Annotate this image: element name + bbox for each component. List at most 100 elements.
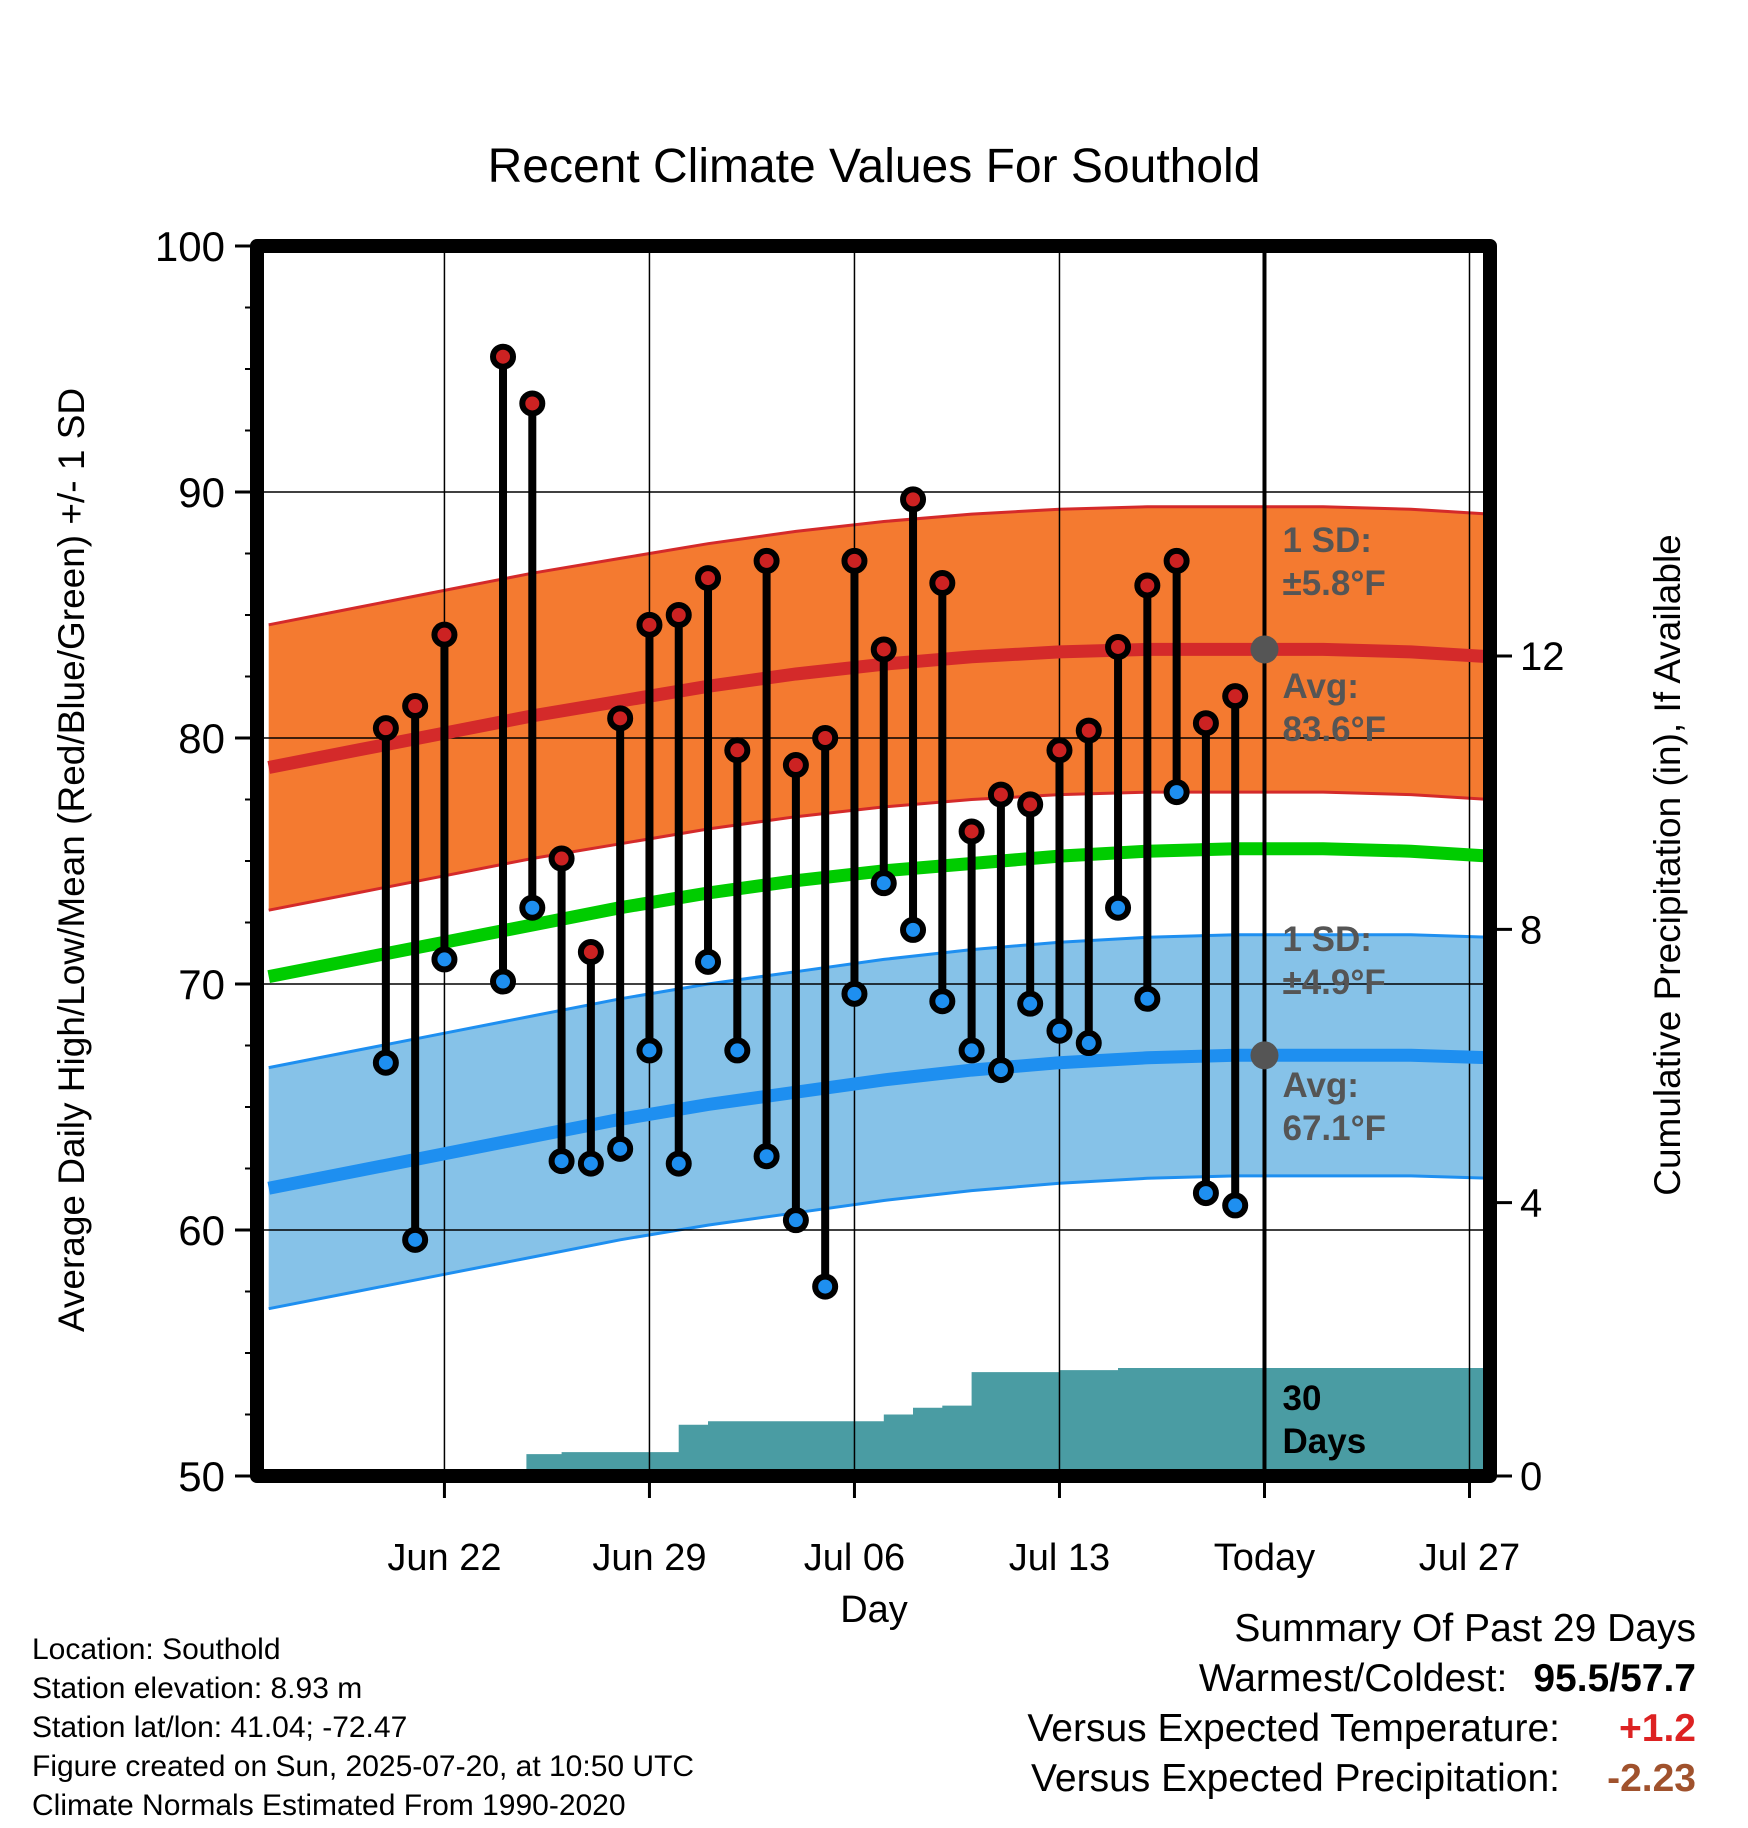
daily-high-point xyxy=(431,621,458,648)
y-tick-label: 60 xyxy=(178,1207,225,1254)
station-info: Location: Southold Station elevation: 8.… xyxy=(32,1630,694,1825)
daily-high-point xyxy=(958,818,985,845)
info-latlon: Station lat/lon: 41.04; -72.47 xyxy=(32,1711,408,1744)
y2-tick-label: 8 xyxy=(1520,908,1542,952)
daily-high-point xyxy=(519,390,546,417)
high-avg-annotation-label: Avg: xyxy=(1282,667,1358,706)
daily-low-point xyxy=(1017,990,1044,1017)
daily-high-point xyxy=(636,611,663,638)
expected-precip-value: -2.23 xyxy=(1607,1757,1696,1800)
daily-high-point xyxy=(812,725,839,751)
y-tick-label: 90 xyxy=(178,469,225,516)
y-tick-label: 50 xyxy=(178,1453,225,1500)
expected-temp-value: +1.2 xyxy=(1619,1707,1696,1750)
daily-low-point xyxy=(431,946,458,973)
daily-low-point xyxy=(519,894,546,921)
daily-high-point xyxy=(987,781,1014,808)
x-tick-label: Jul 27 xyxy=(1419,1537,1520,1579)
daily-low-point xyxy=(636,1037,663,1064)
daily-low-point xyxy=(870,870,897,897)
high-sd-upper-edge xyxy=(268,505,1491,627)
daily-low-point xyxy=(490,968,517,995)
daily-low-point xyxy=(607,1135,634,1162)
y-tick-label: 100 xyxy=(155,223,225,270)
daily-low-point xyxy=(1105,894,1132,921)
daily-low-point xyxy=(1163,779,1190,806)
y-tick-label: 70 xyxy=(178,961,225,1008)
summary-expected-precip: Versus Expected Precipitation: -2.23 xyxy=(1027,1754,1696,1804)
daily-high-point xyxy=(870,636,897,663)
daily-high-point xyxy=(372,715,399,742)
expected-temp-label: Versus Expected Temperature: xyxy=(1027,1707,1560,1750)
x-tick-label: Today xyxy=(1214,1537,1315,1579)
summary-heading: Summary Of Past 29 Days xyxy=(1234,1607,1696,1650)
daily-high-point xyxy=(900,486,927,513)
summary-warmest-coldest: Warmest/Coldest: 95.5/57.7 xyxy=(1027,1654,1696,1704)
daily-high-point xyxy=(841,547,868,574)
daily-low-point xyxy=(900,916,927,943)
high-sd-band xyxy=(268,506,1491,911)
plot-area: 1 SD: ±5.8°F Avg: 83.6°F 1 SD: ±4.9°F Avg: 67.1… xyxy=(155,223,1565,1579)
daily-high-point xyxy=(577,939,604,966)
daily-high-point xyxy=(490,343,517,370)
daily-low-point xyxy=(402,1226,429,1253)
x-tick-label: Jun 22 xyxy=(387,1537,501,1579)
daily-high-point xyxy=(402,693,429,720)
daily-high-point xyxy=(1105,633,1132,660)
daily-low-point xyxy=(1192,1180,1219,1207)
daily-high-point xyxy=(724,737,751,764)
window-count-label: 30 xyxy=(1282,1379,1321,1418)
low-avg-annotation-value: 67.1°F xyxy=(1282,1109,1386,1148)
expected-precip-label: Versus Expected Precipitation: xyxy=(1031,1757,1560,1800)
summary-panel: Summary Of Past 29 Days Warmest/Coldest:… xyxy=(1027,1604,1696,1804)
low-sd-lower-edge xyxy=(268,1174,1491,1311)
info-created: Figure created on Sun, 2025-07-20, at 10… xyxy=(32,1750,695,1783)
x-tick-label: Jun 29 xyxy=(592,1537,706,1579)
low-sd-band xyxy=(268,934,1491,1309)
daily-low-point xyxy=(548,1148,575,1175)
daily-low-point xyxy=(695,948,722,975)
daily-high-point xyxy=(929,570,956,597)
daily-high-point xyxy=(695,565,722,592)
low-average-line xyxy=(267,1048,1490,1195)
info-location: Location: Southold xyxy=(32,1633,281,1666)
daily-high-point xyxy=(753,547,780,574)
low-sd-upper-edge xyxy=(268,933,1491,1070)
x-axis-label: Day xyxy=(840,1589,908,1631)
daily-high-point xyxy=(548,845,575,872)
daily-high-point xyxy=(1017,791,1044,818)
y2-axis-label: Cumulative Precipitation (in), If Availa… xyxy=(1647,534,1688,1196)
y2-tick-label: 12 xyxy=(1520,635,1565,679)
daily-low-point xyxy=(753,1143,780,1170)
chart-title: Recent Climate Values For Southold xyxy=(488,140,1261,193)
x-tick-label: Jul 13 xyxy=(1009,1537,1110,1579)
daily-low-point xyxy=(812,1273,839,1300)
daily-high-point xyxy=(665,602,692,628)
summary-expected-temp: Versus Expected Temperature: +1.2 xyxy=(1027,1704,1696,1754)
high-sd-annotation-value: ±5.8°F xyxy=(1282,564,1385,603)
x-tick-label: Jul 06 xyxy=(804,1537,905,1579)
y2-tick-label: 0 xyxy=(1520,1455,1542,1499)
daily-high-point xyxy=(1192,710,1219,737)
info-elevation: Station elevation: 8.93 m xyxy=(32,1672,363,1705)
today-high-normal-marker xyxy=(1250,635,1279,664)
daily-low-point xyxy=(782,1207,809,1234)
low-sd-annotation-label: 1 SD: xyxy=(1282,920,1371,959)
precipitation-area xyxy=(268,1368,1491,1476)
daily-high-point xyxy=(782,752,809,779)
high-avg-annotation-value: 83.6°F xyxy=(1282,710,1386,749)
warmest-coldest-value: 95.5/57.7 xyxy=(1533,1657,1696,1700)
daily-low-point xyxy=(929,988,956,1015)
daily-low-point xyxy=(1075,1030,1102,1057)
y-tick-label: 80 xyxy=(178,715,225,762)
low-sd-annotation-value: ±4.9°F xyxy=(1282,963,1385,1002)
daily-low-point xyxy=(372,1049,399,1076)
daily-low-point xyxy=(987,1057,1014,1084)
daily-low-point xyxy=(958,1037,985,1064)
daily-low-point xyxy=(1046,1017,1073,1044)
daily-high-point xyxy=(1075,717,1102,744)
daily-high-point xyxy=(1134,572,1161,599)
daily-high-point xyxy=(1163,547,1190,574)
daily-low-point xyxy=(1222,1192,1249,1219)
